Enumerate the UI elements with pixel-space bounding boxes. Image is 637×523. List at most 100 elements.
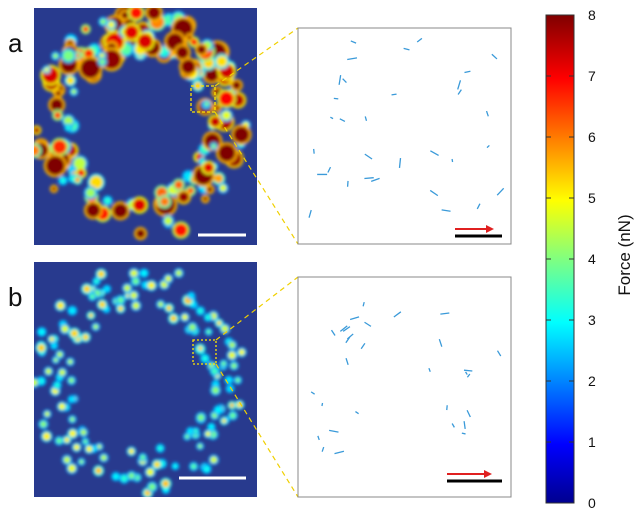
blob (53, 140, 67, 154)
blob (60, 178, 66, 184)
blob (212, 144, 216, 148)
blob (147, 6, 161, 20)
blob (59, 369, 65, 375)
blob (231, 363, 237, 369)
colorbar-label: Force (nN) (615, 214, 634, 295)
blob (194, 429, 198, 433)
blob (46, 156, 65, 175)
blob (158, 446, 163, 451)
blob (81, 429, 87, 435)
blob (198, 444, 202, 448)
blob (52, 344, 56, 348)
blob (54, 358, 58, 362)
blob (133, 278, 139, 284)
blob (79, 460, 83, 464)
blob (174, 180, 183, 189)
blob (164, 217, 172, 225)
blob (29, 145, 40, 156)
blob (121, 12, 128, 19)
blob (68, 359, 73, 364)
vector (462, 433, 466, 434)
blob (198, 308, 203, 313)
blob (202, 355, 208, 361)
blob (154, 461, 161, 468)
blob (236, 378, 241, 383)
blob (44, 68, 48, 72)
blob (198, 414, 205, 421)
blob (149, 483, 156, 490)
blob (210, 457, 217, 464)
blob (94, 279, 99, 284)
blob (212, 368, 218, 374)
blob (189, 324, 196, 331)
blob (232, 81, 240, 89)
blob (95, 467, 102, 474)
blob (148, 282, 155, 289)
blob (118, 306, 124, 312)
blob (204, 466, 210, 472)
vector (464, 370, 472, 371)
blob (66, 125, 71, 130)
blob (31, 379, 38, 386)
blob (218, 144, 235, 161)
blob (89, 313, 94, 318)
blob (215, 407, 221, 413)
blob (80, 58, 100, 78)
blob (83, 26, 89, 32)
blob (207, 330, 211, 334)
blob (140, 455, 145, 460)
blob (82, 334, 88, 340)
blob (113, 474, 118, 479)
blob (68, 465, 75, 472)
blob (98, 270, 105, 277)
blob (221, 325, 228, 332)
vector-field (298, 28, 511, 244)
blob (181, 59, 196, 74)
blob (212, 387, 219, 394)
blob (176, 270, 182, 276)
blob (56, 438, 62, 444)
blob (130, 292, 137, 299)
blob (50, 98, 63, 111)
blob (136, 229, 145, 238)
blob (34, 127, 40, 133)
tick-label: 7 (588, 68, 596, 84)
tick-label: 8 (588, 7, 596, 23)
blob (230, 412, 236, 418)
tick-label: 4 (588, 251, 596, 267)
blob (221, 361, 226, 366)
blob (166, 305, 172, 311)
tick-label: 5 (588, 190, 596, 206)
blob (176, 46, 189, 59)
blob (69, 308, 75, 314)
tick-label: 2 (588, 373, 596, 389)
blob (49, 337, 54, 342)
blob (99, 301, 106, 308)
blob (104, 197, 110, 203)
blob (57, 302, 64, 309)
blob (229, 342, 235, 348)
blob (71, 89, 76, 94)
panel-label: b (8, 282, 22, 312)
blob (203, 163, 213, 173)
vector-field (298, 277, 511, 497)
blob (198, 346, 203, 351)
blob (53, 53, 58, 58)
blob (228, 352, 235, 359)
blob (178, 192, 189, 203)
blob (76, 53, 80, 57)
blob (158, 302, 163, 307)
blob (222, 111, 231, 120)
blob (205, 102, 209, 106)
blob (39, 329, 45, 335)
blob (138, 34, 153, 49)
blob (61, 326, 68, 333)
blob (206, 315, 211, 320)
blob (219, 91, 234, 106)
blob (162, 480, 170, 488)
blob (185, 435, 189, 439)
blob (217, 321, 222, 326)
blob (210, 117, 220, 127)
blob (118, 297, 124, 303)
